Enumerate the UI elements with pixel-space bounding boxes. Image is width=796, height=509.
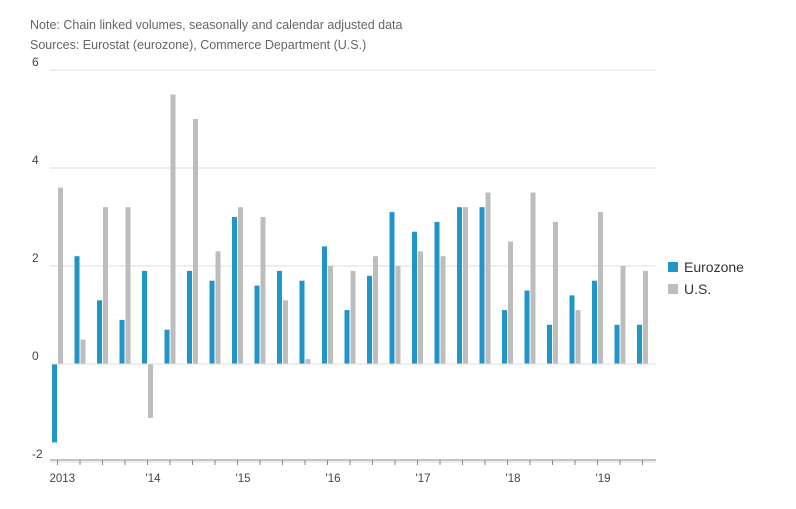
bar-eurozone <box>322 246 327 364</box>
bar-eurozone <box>119 319 125 364</box>
bar-us <box>440 256 446 364</box>
legend-item-us: U.S. <box>668 281 711 297</box>
x-tick-label: '19 <box>596 473 611 485</box>
bar-us <box>530 192 536 364</box>
bar-us <box>485 192 491 364</box>
bar-us <box>260 217 266 364</box>
chart-note: Note: Chain linked volumes, seasonally a… <box>30 18 403 32</box>
bar-us <box>193 119 198 364</box>
bar-us <box>283 300 288 364</box>
bar-us <box>125 207 131 364</box>
bar-us <box>508 241 513 364</box>
bar-us <box>418 251 423 364</box>
bar-eurozone <box>614 324 620 364</box>
bar-eurozone <box>299 280 305 364</box>
y-tick-label: 0 <box>32 349 39 363</box>
y-tick-label: 6 <box>32 55 39 69</box>
bar-eurozone <box>344 310 350 364</box>
chart-sources: Sources: Eurostat (eurozone), Commerce D… <box>30 38 367 52</box>
bar-eurozone <box>277 270 282 364</box>
bar-us <box>463 207 468 364</box>
bar-eurozone <box>232 217 237 364</box>
bar-us <box>328 266 333 364</box>
legend-label-us: U.S. <box>684 281 712 297</box>
bar-eurozone <box>254 285 260 364</box>
bar-eurozone <box>502 310 507 364</box>
bar-us <box>395 266 401 364</box>
x-tick-label: '16 <box>326 473 341 485</box>
x-tick-label: 2013 <box>50 473 76 485</box>
bar-eurozone <box>524 290 530 364</box>
legend-item-eurozone: Eurozone <box>668 259 744 275</box>
bar-eurozone <box>74 256 80 364</box>
bar-us <box>238 207 243 364</box>
bar-us <box>553 221 558 364</box>
bar-us <box>215 251 221 364</box>
bar-eurozone <box>592 280 597 364</box>
bar-us <box>80 339 86 364</box>
bar-eurozone <box>187 270 192 364</box>
bar-us <box>643 270 648 364</box>
x-tick-label: '15 <box>236 473 251 485</box>
bar-us <box>305 359 311 364</box>
bar-eurozone <box>389 212 395 364</box>
bar-eurozone <box>547 324 552 364</box>
x-tick-label: '18 <box>506 473 521 485</box>
bar-eurozone <box>52 364 57 443</box>
bar-eurozone <box>434 221 440 364</box>
bar-us <box>575 310 581 364</box>
bar-eurozone <box>479 207 485 364</box>
bar-us <box>58 187 63 364</box>
legend-label-eurozone: Eurozone <box>684 259 744 275</box>
legend-swatch-us <box>668 284 678 294</box>
bar-us <box>373 256 378 364</box>
bar-us <box>170 94 176 364</box>
bar-eurozone <box>367 275 372 364</box>
bar-eurozone <box>457 207 462 364</box>
bar-eurozone <box>637 324 642 364</box>
x-tick-label: '17 <box>416 473 431 485</box>
x-tick-label: '14 <box>146 473 162 485</box>
y-tick-label: 2 <box>32 251 39 265</box>
legend-swatch-eurozone <box>668 262 678 272</box>
bar-us <box>620 266 626 364</box>
bar-us <box>148 364 153 418</box>
y-tick-label: -2 <box>32 447 43 461</box>
bar-eurozone <box>569 295 575 364</box>
bar-eurozone <box>142 270 147 364</box>
bar-us <box>350 270 356 364</box>
bar-eurozone <box>412 231 417 364</box>
bar-us <box>103 207 108 364</box>
bar-us <box>598 212 603 364</box>
y-tick-label: 4 <box>32 153 39 167</box>
bar-eurozone <box>164 329 170 364</box>
bar-eurozone <box>97 300 102 364</box>
bar-eurozone <box>209 280 215 364</box>
